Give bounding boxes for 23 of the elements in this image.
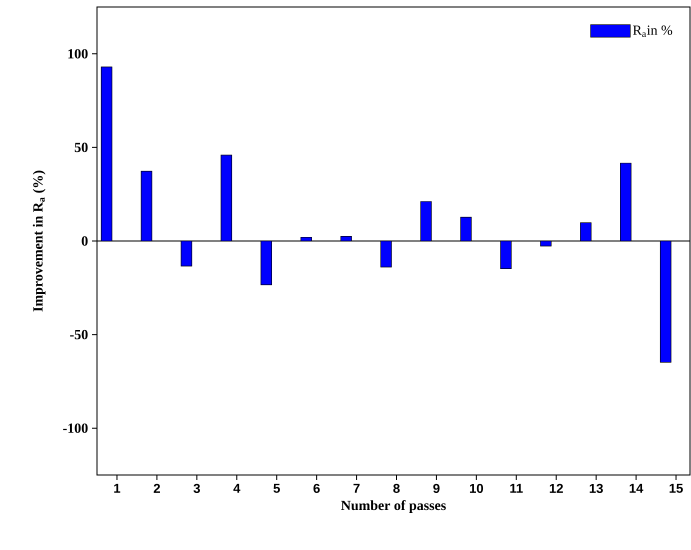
y-tick-label: -50 (70, 330, 88, 340)
y-tick-label: -100 (63, 423, 88, 433)
x-tick-label: 7 (354, 484, 360, 493)
y-tick-label: 100 (68, 49, 88, 59)
x-tick-label: 12 (550, 484, 563, 493)
legend-label: R$_{a}$in % (632, 26, 672, 38)
x-tick-label: 3 (194, 484, 200, 494)
x-tick-label: 13 (590, 484, 603, 494)
x-tick-label: 6 (314, 484, 320, 493)
x-tick-label: 5 (274, 484, 280, 493)
y-axis-title: Improvement in R$_{a}$ (%) (32, 170, 46, 312)
x-tick-label: 2 (154, 484, 160, 493)
y-tick-label: 0 (82, 236, 88, 246)
x-tick-label: 15 (670, 484, 683, 493)
x-tick-label: 10 (470, 484, 484, 493)
x-tick-label: 8 (393, 484, 400, 493)
x-tick-label: 11 (510, 484, 523, 493)
x-axis-title: Number of passes (341, 500, 446, 513)
x-tick-label: 1 (114, 484, 120, 493)
y-tick-label: 50 (74, 142, 88, 152)
x-tick-label: 4 (233, 484, 240, 493)
x-tick-label: 9 (433, 484, 440, 493)
x-tick-label: 14 (630, 484, 644, 493)
